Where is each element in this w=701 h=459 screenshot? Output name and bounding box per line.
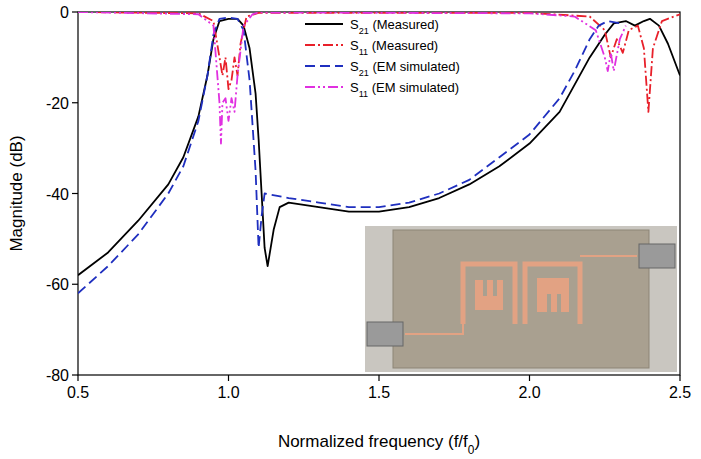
photo-resonator — [525, 264, 580, 324]
legend-swatch — [305, 86, 343, 88]
legend-label: S11 (EM simulated) — [350, 80, 459, 99]
y-tick-label: -80 — [46, 367, 69, 384]
x-tick — [228, 375, 229, 381]
x-tick-label: 1.0 — [217, 384, 239, 401]
photo-resonator — [463, 264, 515, 324]
x-tick-label: 0.5 — [67, 384, 89, 401]
inset-photo — [365, 226, 677, 372]
y-tick — [72, 374, 78, 375]
legend: S21 (Measured) S11 (Measured) S21 (EM simu… — [305, 17, 460, 99]
photo-feed — [580, 255, 637, 257]
y-tick-label: -60 — [46, 276, 69, 293]
series-line — [78, 19, 680, 275]
series-line — [78, 12, 626, 144]
legend-swatch — [305, 23, 343, 25]
series-line — [78, 17, 620, 293]
x-tick — [77, 375, 78, 381]
legend-label: S11 (Measured) — [350, 38, 438, 57]
legend-swatch — [305, 65, 343, 67]
y-tick — [72, 193, 78, 194]
y-tick — [72, 102, 78, 103]
x-tick — [378, 375, 379, 381]
photo-connector — [639, 244, 675, 268]
chart: 0.5 1.0 1.5 2.0 2.5 0 -20 -40 -60 -80 Normalized f… — [0, 0, 701, 459]
photo-connector — [367, 322, 403, 346]
photo-feed — [405, 324, 463, 334]
y-tick-label: -20 — [46, 95, 69, 112]
y-tick-label: 0 — [60, 4, 69, 21]
x-tick-label: 2.5 — [669, 384, 691, 401]
y-tick — [72, 11, 78, 12]
plot-frame — [78, 12, 680, 375]
x-axis-title: Normalized frequency (f/f0) — [278, 432, 480, 457]
ticks: 0.5 1.0 1.5 2.0 2.5 0 -20 -40 -60 -80 — [46, 4, 691, 401]
y-axis-title: Magnitude (dB) — [7, 135, 26, 251]
legend-label: S21 (EM simulated) — [350, 59, 460, 78]
x-tick — [529, 375, 530, 381]
legend-label: S21 (Measured) — [350, 17, 439, 36]
x-tick — [679, 375, 680, 381]
photo-background — [365, 226, 677, 372]
y-tick-label: -40 — [46, 186, 69, 203]
x-tick-label: 2.0 — [518, 384, 540, 401]
x-tick-label: 1.5 — [368, 384, 390, 401]
legend-swatch — [305, 44, 343, 46]
series-lines — [78, 12, 680, 293]
photo-substrate — [393, 230, 649, 368]
y-tick — [72, 284, 78, 285]
